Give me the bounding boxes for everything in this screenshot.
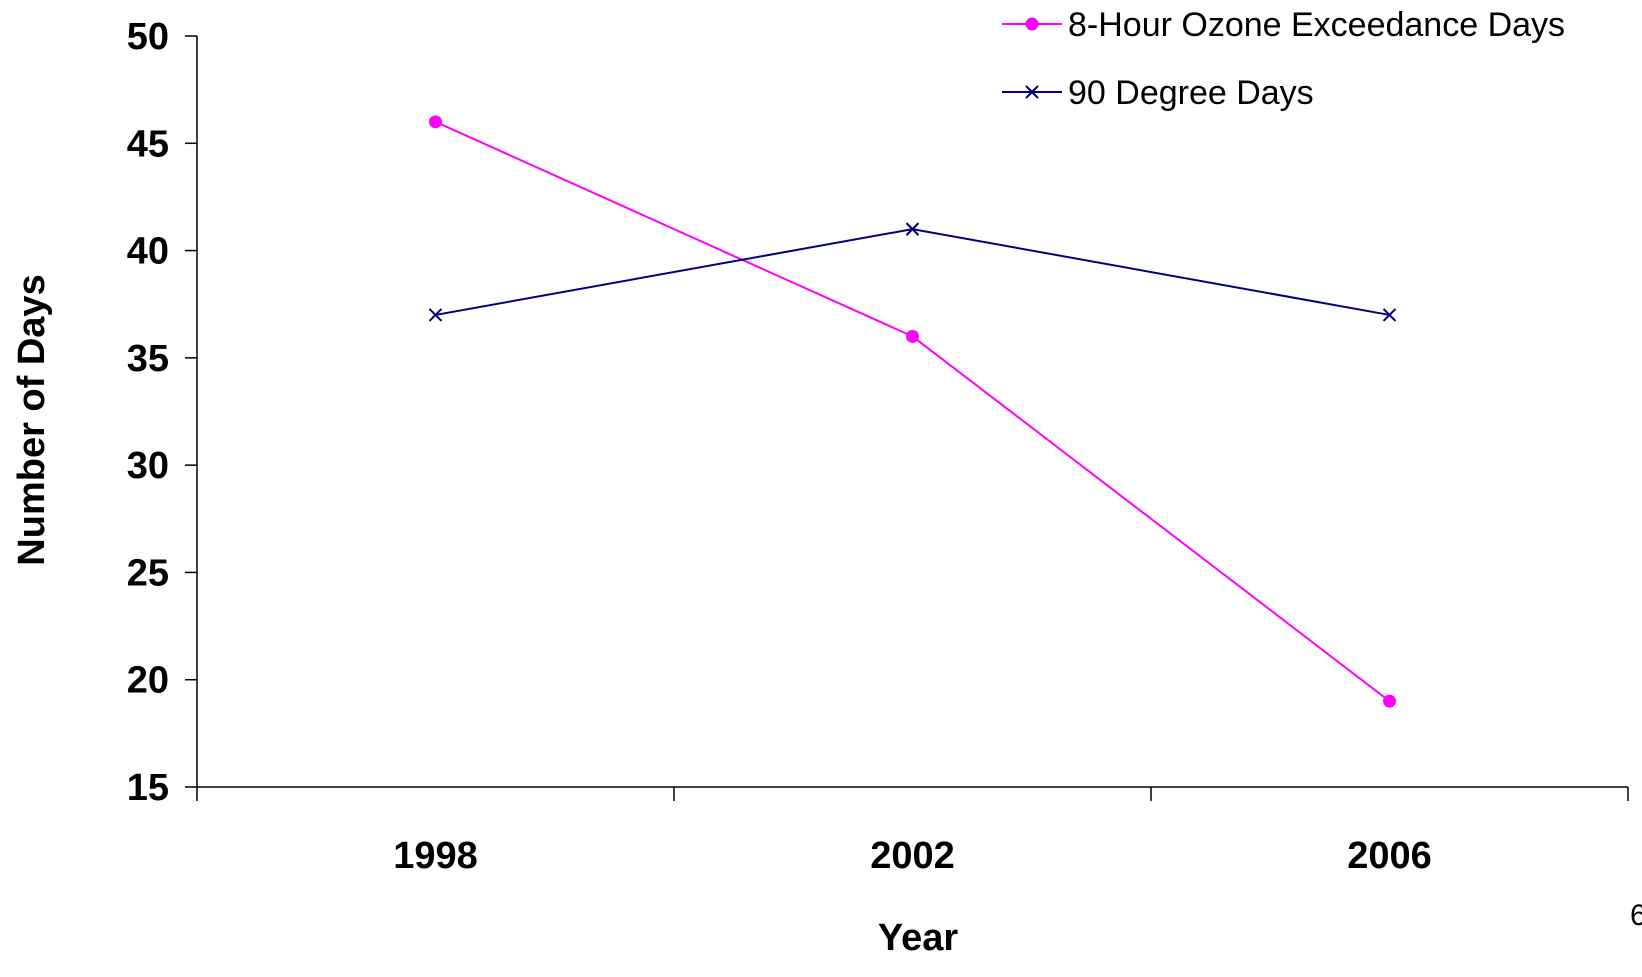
marker-stroke	[428, 308, 443, 322]
data-point-ozone	[906, 329, 919, 343]
y-tick-label: 50	[127, 16, 169, 58]
series-layer	[428, 115, 1397, 708]
legend-label-ninety-degree: 90 Degree Days	[1068, 74, 1314, 112]
data-point-ozone	[1383, 694, 1396, 708]
data-point-ninety-degree	[1382, 308, 1397, 322]
x-tick-label: 1998	[393, 835, 478, 877]
axes: 15 20 25 30 35 40 45 50 1998 2002 2006	[127, 16, 1629, 877]
legend-label-ozone: 8-Hour Ozone Exceedance Days	[1068, 6, 1565, 44]
marker-stroke	[905, 222, 920, 236]
data-point-ninety-degree	[905, 222, 920, 236]
legend-marker-ozone	[1025, 17, 1039, 31]
y-tick-label: 30	[127, 445, 169, 487]
y-tick-label: 20	[127, 660, 169, 702]
legend-marker-ninety-degree	[1025, 85, 1039, 99]
y-tick-label: 15	[127, 767, 169, 809]
x-axis-title: Year	[878, 917, 959, 959]
y-tick-label: 40	[127, 231, 169, 273]
y-tick-label: 45	[127, 123, 169, 165]
series-line-ozone	[435, 120, 1391, 702]
y-axis-title: Number of Days	[11, 274, 53, 565]
x-tick-label: 2002	[870, 835, 955, 877]
page-number: 6	[1630, 899, 1642, 932]
marker-stroke	[1382, 308, 1397, 322]
x-tick-label: 2006	[1347, 835, 1432, 877]
y-tick-label: 35	[127, 338, 169, 380]
y-tick-label: 25	[127, 552, 169, 594]
marker-stroke	[1025, 85, 1039, 99]
legend: 8-Hour Ozone Exceedance Days 90 Degree Da…	[1002, 6, 1565, 112]
series-line-ninety-degree	[435, 228, 1390, 316]
data-point-ozone	[429, 115, 442, 129]
data-point-ninety-degree	[428, 308, 443, 322]
